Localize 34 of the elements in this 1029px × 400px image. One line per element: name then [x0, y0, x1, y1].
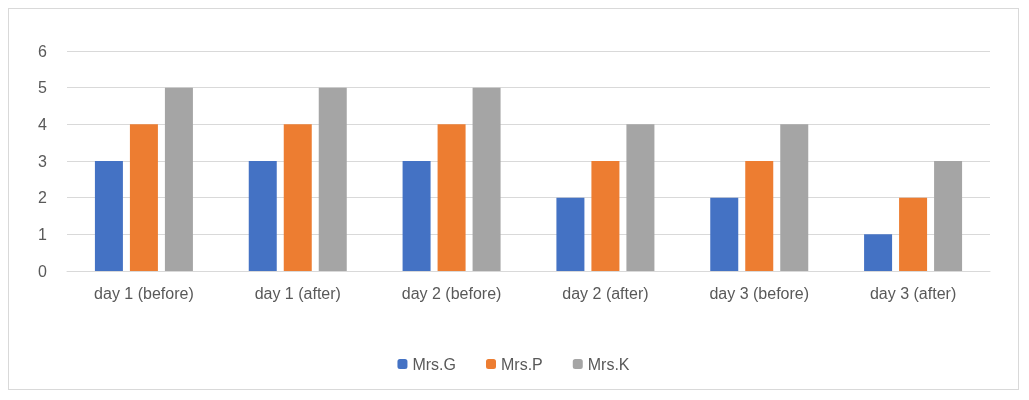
x-tick-label: day 3 (before) [709, 284, 810, 302]
bar [472, 87, 501, 271]
bar [318, 87, 347, 271]
x-tick-label: day 1 (before) [94, 284, 194, 302]
bar [556, 197, 585, 271]
y-tick-label: 1 [38, 225, 48, 243]
bar [94, 161, 123, 271]
x-tick-label: day 2 (after) [562, 284, 649, 302]
bar [591, 161, 620, 271]
legend-label: Mrs.P [501, 355, 543, 373]
y-tick-label: 0 [38, 262, 48, 280]
y-tick-label: 2 [38, 189, 48, 207]
bar [899, 197, 928, 271]
legend-label: Mrs.K [587, 355, 630, 373]
x-tick-label: day 2 (before) [401, 284, 502, 302]
bar [283, 124, 312, 271]
bar [164, 87, 193, 271]
bar [437, 124, 466, 271]
bar [745, 161, 774, 271]
bar [934, 161, 963, 271]
bar [710, 197, 739, 271]
bar [780, 124, 809, 271]
legend-label: Mrs.G [412, 355, 456, 373]
x-tick-label: day 1 (after) [254, 284, 341, 302]
y-tick-label: 5 [38, 79, 48, 97]
bar [402, 161, 431, 271]
y-tick-label: 6 [38, 42, 48, 60]
y-tick-label: 3 [38, 152, 48, 170]
bar [864, 234, 893, 271]
y-tick-label: 4 [38, 115, 48, 133]
bar [248, 161, 277, 271]
bar [129, 124, 158, 271]
x-tick-label: day 3 (after) [869, 284, 957, 302]
bar [626, 124, 655, 271]
